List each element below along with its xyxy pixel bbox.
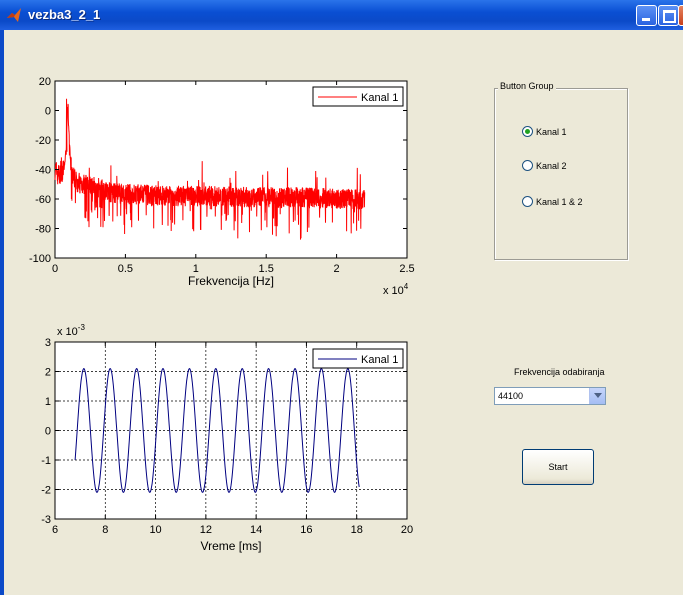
- spectrum-ytick-label: -80: [35, 224, 51, 236]
- frequency-label: Frekvencija odabiranja: [514, 367, 605, 377]
- time-xtick-label: 16: [300, 524, 312, 536]
- spectrum-series-line: [54, 98, 366, 240]
- spectrum-xtick-label: 2: [334, 263, 340, 275]
- time-xtick-label: 18: [351, 524, 363, 536]
- button-group-title: Button Group: [498, 81, 556, 91]
- matlab-icon: [7, 8, 21, 22]
- spectrum-xtick-label: 2.5: [399, 263, 414, 275]
- time-ytick-label: 1: [45, 396, 51, 408]
- time-grid: [55, 342, 407, 519]
- time-ytick-label: -1: [41, 455, 51, 467]
- spectrum-ytick-label: 20: [39, 76, 51, 88]
- radio-kanal-2-label: Kanal 2: [536, 160, 567, 171]
- time-y-exponent: x 10-3: [57, 323, 85, 338]
- spectrum-ytick-label: -100: [29, 253, 51, 265]
- chevron-down-icon[interactable]: [589, 388, 605, 404]
- spectrum-ytick-label: -20: [35, 135, 51, 147]
- time-xtick-label: 12: [200, 524, 212, 536]
- spectrum-ytick-label: -40: [35, 165, 51, 177]
- spectrum-xtick-label: 0.5: [118, 263, 133, 275]
- spectrum-plot-area: [54, 80, 408, 259]
- time-xtick-label: 14: [250, 524, 262, 536]
- start-button[interactable]: Start: [522, 449, 594, 485]
- window-title: vezba3_2_1: [28, 7, 101, 22]
- spectrum-x-exponent: x 104: [383, 282, 409, 297]
- time-series-line: [74, 367, 360, 494]
- radio-kanal-1[interactable]: Kanal 1: [522, 126, 567, 137]
- time-ytick-label: 2: [45, 367, 51, 379]
- frequency-select[interactable]: 44100: [494, 387, 606, 405]
- time-legend: Kanal 1: [312, 348, 404, 369]
- time-ytick-label: 0: [45, 426, 51, 438]
- window-frame: [0, 30, 4, 595]
- spectrum-xlabel: Frekvencija [Hz]: [188, 274, 274, 288]
- time-ytick-label: 3: [45, 337, 51, 349]
- radio-kanal-2[interactable]: Kanal 2: [522, 160, 567, 171]
- spectrum-legend: Kanal 1: [312, 86, 404, 107]
- minimize-button[interactable]: [636, 5, 657, 26]
- button-group-panel: [494, 88, 628, 260]
- maximize-button[interactable]: [658, 5, 679, 26]
- radio-kanal-1-2-label: Kanal 1 & 2: [536, 196, 583, 207]
- radio-kanal-1-2[interactable]: Kanal 1 & 2: [522, 196, 583, 207]
- time-xlabel: Vreme [ms]: [201, 539, 262, 553]
- close-button[interactable]: [678, 5, 683, 26]
- title-bar[interactable]: vezba3_2_1: [0, 0, 683, 30]
- spectrum-chart[interactable]: 0 0.5 1 1.5 2 2.5 20 0 -20 -40 -60 -80 -100 Frekvenc…: [29, 76, 415, 297]
- time-xtick-label: 8: [102, 524, 108, 536]
- spectrum-ytick-label: -60: [35, 194, 51, 206]
- radio-kanal-1-indicator[interactable]: [522, 126, 533, 137]
- time-xtick-label: 20: [401, 524, 413, 536]
- spectrum-xtick-label: 1: [193, 263, 199, 275]
- spectrum-legend-label: Kanal 1: [361, 92, 398, 104]
- time-ytick-label: -3: [41, 514, 51, 526]
- radio-kanal-1-label: Kanal 1: [536, 126, 567, 137]
- frequency-select-value: 44100: [498, 391, 524, 401]
- time-ytick-label: -2: [41, 485, 51, 497]
- spectrum-xtick-label: 0: [52, 263, 58, 275]
- spectrum-xtick-label: 1.5: [259, 263, 274, 275]
- time-xtick-label: 6: [52, 524, 58, 536]
- time-legend-label: Kanal 1: [361, 354, 398, 366]
- time-xtick-label: 10: [149, 524, 161, 536]
- radio-kanal-2-indicator[interactable]: [522, 160, 533, 171]
- radio-kanal-1-2-indicator[interactable]: [522, 196, 533, 207]
- spectrum-ytick-label: 0: [45, 106, 51, 118]
